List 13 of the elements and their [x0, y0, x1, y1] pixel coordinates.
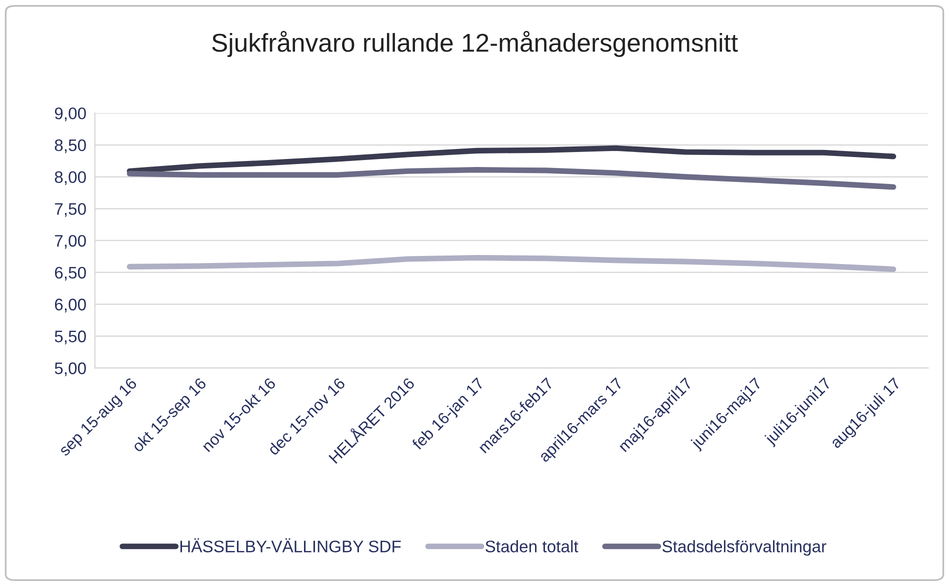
y-tick-label: 7,50: [54, 203, 86, 217]
y-tick-label: 6,00: [54, 298, 86, 312]
y-tick-label: 6,50: [54, 266, 86, 281]
y-tick-label: 5,00: [54, 362, 86, 376]
y-tick-label: 9,00: [54, 108, 86, 122]
y-tick-label: 8,50: [54, 139, 86, 154]
legend-label: Staden totalt: [486, 540, 578, 552]
y-tick-label: 8,00: [54, 171, 86, 185]
y-tick-label: 7,00: [54, 234, 86, 249]
chart-title: Sjukfrånvaro rullande 12-månadersgenomsnitt: [212, 30, 738, 57]
y-tick-label: 5,50: [54, 330, 86, 344]
legend-label: HÄSSELBY-VÄLLINGBY SDF: [180, 538, 401, 552]
legend-label: Stadsdelsförvaltningar: [662, 540, 826, 556]
